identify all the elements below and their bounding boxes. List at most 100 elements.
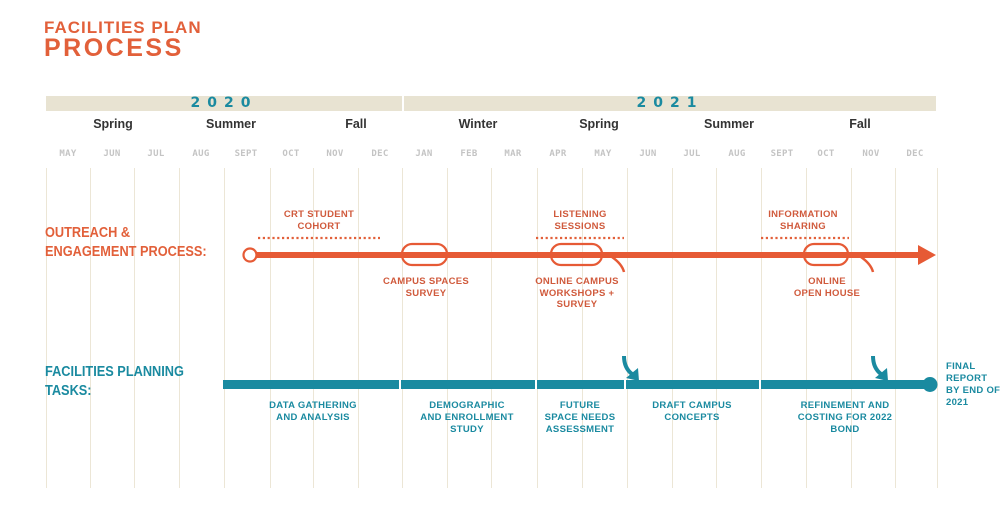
month-label: SEPT bbox=[770, 149, 794, 159]
milestone-text: FINAL bbox=[946, 361, 976, 372]
month-label: JUL bbox=[147, 149, 165, 159]
season-label: Summer bbox=[703, 117, 755, 131]
grid-line bbox=[716, 168, 717, 488]
task-text: ASSESSMENT bbox=[545, 424, 615, 435]
task-text: FUTURE bbox=[559, 400, 601, 411]
event-text: SHARING bbox=[780, 220, 826, 232]
month-label: MAY bbox=[59, 149, 77, 159]
grid-line bbox=[224, 168, 225, 488]
arrow-down-icon bbox=[875, 368, 888, 381]
grid-line bbox=[491, 168, 492, 488]
task-bar-future-space bbox=[537, 380, 624, 389]
milestone-text: 2021 bbox=[946, 397, 969, 408]
milestone-text: BY END OF bbox=[946, 385, 1000, 396]
event-text: ONLINE bbox=[808, 276, 846, 287]
month-label: OCT bbox=[817, 149, 835, 159]
task-text: AND ENROLLMENT bbox=[420, 412, 514, 423]
event-label-crt-cohort: CRT STUDENT COHORT bbox=[260, 209, 378, 232]
month-label: AUG bbox=[728, 149, 746, 159]
grid-line bbox=[761, 168, 762, 488]
event-text: OPEN HOUSE bbox=[793, 287, 861, 299]
task-text: AND ANALYSIS bbox=[276, 412, 350, 423]
title-line-1: FACILITIES PLAN bbox=[44, 18, 202, 37]
connector-curve-2 bbox=[860, 255, 875, 273]
event-text: SESSIONS bbox=[554, 220, 606, 232]
year-label-2021: 2021 bbox=[636, 95, 704, 111]
final-milestone-dot-icon bbox=[922, 377, 938, 392]
task-bar-draft-concepts bbox=[626, 380, 759, 389]
month-label: NOV bbox=[326, 149, 344, 159]
season-label: Spring bbox=[579, 117, 619, 131]
task-label-refinement: REFINEMENT AND COSTING FOR 2022 BOND bbox=[786, 400, 904, 436]
task-bar-refinement bbox=[761, 380, 929, 389]
event-text: LISTENING bbox=[553, 209, 607, 220]
event-text: WORKSHOPS + bbox=[539, 287, 615, 299]
month-label: SEPT bbox=[234, 149, 258, 159]
capsule-online-workshops bbox=[549, 242, 604, 267]
grid-line bbox=[537, 168, 538, 488]
milestone-text: REPORT bbox=[946, 373, 988, 384]
event-text: COHORT bbox=[297, 220, 341, 232]
year-bar-2020: 2020 bbox=[46, 96, 402, 111]
task-text: DEMOGRAPHIC bbox=[429, 400, 505, 411]
season-label: Fall bbox=[849, 117, 871, 131]
grid-line bbox=[937, 168, 938, 488]
month-label: JUL bbox=[683, 149, 701, 159]
capsule-open-house bbox=[802, 242, 850, 267]
arrow-down-icon bbox=[626, 368, 639, 381]
task-bar-data-gathering bbox=[223, 380, 399, 389]
task-text: DATA GATHERING bbox=[269, 400, 357, 411]
lane-label-line: ENGAGEMENT PROCESS: bbox=[45, 244, 207, 260]
grid-line bbox=[672, 168, 673, 488]
grid-line bbox=[447, 168, 448, 488]
event-text: CRT STUDENT bbox=[283, 209, 355, 220]
task-text: BOND bbox=[830, 424, 860, 435]
season-label: Winter bbox=[458, 117, 498, 131]
grid-line bbox=[46, 168, 47, 488]
event-text: SURVEY bbox=[405, 287, 447, 299]
month-label: JAN bbox=[415, 149, 433, 159]
page-title: PROCESS bbox=[44, 34, 184, 62]
grid-line bbox=[402, 168, 403, 488]
grid-line bbox=[358, 168, 359, 488]
month-label: DEC bbox=[906, 149, 924, 159]
event-text: ONLINE CAMPUS bbox=[535, 276, 619, 287]
grid-line bbox=[313, 168, 314, 488]
grid-line bbox=[806, 168, 807, 488]
event-text: CAMPUS SPACES bbox=[382, 276, 470, 287]
month-label: FEB bbox=[460, 149, 478, 159]
month-label: MAR bbox=[504, 149, 522, 159]
task-text: STUDY bbox=[450, 424, 484, 435]
month-label: DEC bbox=[371, 149, 389, 159]
event-text: INFORMATION bbox=[768, 209, 838, 220]
event-label-open-house: ONLINE OPEN HOUSE bbox=[784, 276, 870, 299]
grid-line bbox=[582, 168, 583, 488]
lane-label-planning: FACILITIES PLANNING TASKS: bbox=[45, 363, 184, 401]
task-label-data-gathering: DATA GATHERING AND ANALYSIS bbox=[255, 400, 371, 424]
event-label-campus-spaces-survey: CAMPUS SPACES SURVEY bbox=[376, 276, 476, 299]
grid-line bbox=[90, 168, 91, 488]
year-label-2020: 2020 bbox=[190, 95, 258, 111]
month-label: MAY bbox=[594, 149, 612, 159]
capsule-campus-spaces-survey bbox=[400, 242, 449, 267]
final-milestone-label: FINAL REPORT BY END OF 2021 bbox=[946, 361, 1000, 409]
event-label-listening-sessions: LISTENING SESSIONS bbox=[536, 209, 624, 232]
start-circle-icon bbox=[242, 247, 258, 263]
lane-label-line: TASKS: bbox=[45, 383, 92, 399]
grid-line bbox=[270, 168, 271, 488]
task-label-draft-concepts: DRAFT CAMPUS CONCEPTS bbox=[640, 400, 744, 424]
year-bar-2021: 2021 bbox=[404, 96, 936, 111]
event-text: SURVEY bbox=[556, 299, 598, 310]
lane-label-line: FACILITIES PLANNING bbox=[45, 364, 184, 380]
month-label: APR bbox=[549, 149, 567, 159]
task-text: DRAFT CAMPUS bbox=[652, 400, 732, 411]
event-label-information-sharing: INFORMATION SHARING bbox=[756, 209, 850, 232]
month-label: NOV bbox=[862, 149, 880, 159]
task-label-demographic: DEMOGRAPHIC AND ENROLLMENT STUDY bbox=[412, 400, 522, 436]
task-text: SPACE NEEDS bbox=[544, 412, 616, 423]
arrow-head-icon bbox=[918, 245, 936, 265]
task-text: REFINEMENT AND bbox=[800, 400, 890, 411]
season-label: Spring bbox=[93, 117, 133, 131]
connector-curve-1 bbox=[611, 255, 626, 273]
